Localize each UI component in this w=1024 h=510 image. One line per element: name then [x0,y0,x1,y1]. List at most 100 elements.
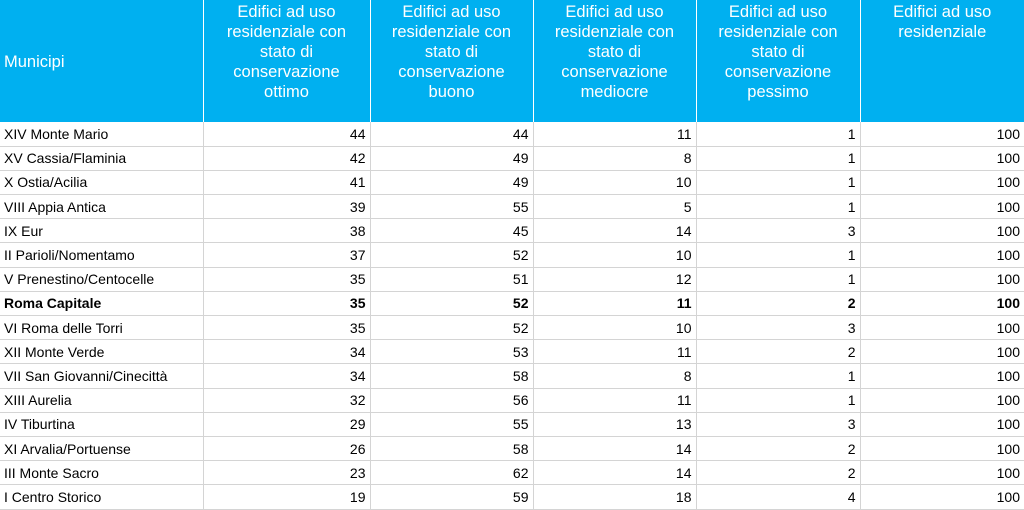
value-cell: 10 [533,242,697,268]
value-cell: 19 [203,484,371,510]
value-cell: 5 [533,194,697,220]
value-cell: 34 [203,339,371,365]
value-cell: 100 [860,315,1024,341]
value-cell: 13 [533,412,697,437]
table-row: XV Cassia/Flaminia 42 49 8 1 100 [0,146,1024,171]
value-cell: 1 [696,242,861,268]
value-cell: 1 [696,194,861,220]
value-cell: 3 [696,412,861,437]
value-cell: 4 [696,484,861,510]
table-row: VII San Giovanni/Cinecittà 34 58 8 1 100 [0,363,1024,389]
row-label: XI Arvalia/Portuense [0,436,204,462]
value-cell: 55 [370,412,534,437]
value-cell: 38 [203,218,371,244]
table-row: IX Eur 38 45 14 3 100 [0,218,1024,244]
row-label: VIII Appia Antica [0,194,204,220]
value-cell: 8 [533,146,697,171]
value-cell: 1 [696,146,861,171]
row-label: IV Tiburtina [0,412,204,437]
value-cell: 14 [533,436,697,462]
value-cell: 14 [533,218,697,244]
value-cell: 59 [370,484,534,510]
value-cell: 39 [203,194,371,220]
row-label: XIII Aurelia [0,388,204,413]
value-cell: 45 [370,218,534,244]
row-label: XII Monte Verde [0,339,204,365]
table-row: VIII Appia Antica 39 55 5 1 100 [0,194,1024,220]
value-cell: 2 [696,291,861,317]
value-cell: 52 [370,315,534,341]
value-cell: 100 [860,194,1024,220]
header-cell: Edifici ad uso residenziale con stato di… [370,0,534,122]
value-cell: 49 [370,146,534,171]
value-cell: 56 [370,388,534,413]
header-cell: Edifici ad uso residenziale con stato di… [696,0,861,122]
header-row: Municipi Edifici ad uso residenziale con … [0,0,1024,122]
value-cell: 41 [203,170,371,196]
value-cell: 32 [203,388,371,413]
value-cell: 49 [370,170,534,196]
value-cell: 1 [696,122,861,147]
value-cell: 35 [203,291,371,317]
row-label: X Ostia/Acilia [0,170,204,196]
value-cell: 14 [533,460,697,486]
table-row: XIV Monte Mario 44 44 11 1 100 [0,122,1024,147]
table-row: III Monte Sacro 23 62 14 2 100 [0,460,1024,486]
row-label: I Centro Storico [0,484,204,510]
value-cell: 100 [860,122,1024,147]
value-cell: 100 [860,146,1024,171]
value-cell: 42 [203,146,371,171]
value-cell: 1 [696,267,861,292]
value-cell: 18 [533,484,697,510]
value-cell: 11 [533,388,697,413]
row-label: V Prenestino/Centocelle [0,267,204,292]
value-cell: 100 [860,291,1024,317]
value-cell: 44 [370,122,534,147]
value-cell: 44 [203,122,371,147]
value-cell: 10 [533,315,697,341]
table-row: IV Tiburtina 29 55 13 3 100 [0,412,1024,437]
value-cell: 100 [860,412,1024,437]
value-cell: 3 [696,315,861,341]
value-cell: 2 [696,339,861,365]
row-label: Roma Capitale [0,291,204,317]
value-cell: 37 [203,242,371,268]
value-cell: 53 [370,339,534,365]
value-cell: 100 [860,363,1024,389]
value-cell: 11 [533,122,697,147]
value-cell: 34 [203,363,371,389]
value-cell: 100 [860,388,1024,413]
value-cell: 100 [860,170,1024,196]
value-cell: 8 [533,363,697,389]
value-cell: 62 [370,460,534,486]
value-cell: 35 [203,267,371,292]
value-cell: 55 [370,194,534,220]
header-cell: Municipi [0,0,204,122]
value-cell: 12 [533,267,697,292]
value-cell: 100 [860,484,1024,510]
row-label: III Monte Sacro [0,460,204,486]
table-row: Roma Capitale 35 52 11 2 100 [0,291,1024,317]
table-row: XIII Aurelia 32 56 11 1 100 [0,388,1024,413]
table-row: II Parioli/Nomentamo 37 52 10 1 100 [0,242,1024,268]
header-cell: Edifici ad uso residenziale con stato di… [203,0,371,122]
table-row: I Centro Storico 19 59 18 4 100 [0,484,1024,510]
header-cell: Edifici ad uso residenziale con stato di… [533,0,697,122]
value-cell: 10 [533,170,697,196]
row-label: VII San Giovanni/Cinecittà [0,363,204,389]
value-cell: 1 [696,363,861,389]
table-row: V Prenestino/Centocelle 35 51 12 1 100 [0,267,1024,292]
value-cell: 100 [860,242,1024,268]
value-cell: 100 [860,339,1024,365]
value-cell: 3 [696,218,861,244]
value-cell: 100 [860,436,1024,462]
value-cell: 2 [696,460,861,486]
value-cell: 23 [203,460,371,486]
row-label: VI Roma delle Torri [0,315,204,341]
value-cell: 29 [203,412,371,437]
value-cell: 11 [533,339,697,365]
table-header: Municipi Edifici ad uso residenziale con … [0,0,1024,122]
value-cell: 35 [203,315,371,341]
header-cell: Edifici ad uso residenziale [860,0,1024,122]
